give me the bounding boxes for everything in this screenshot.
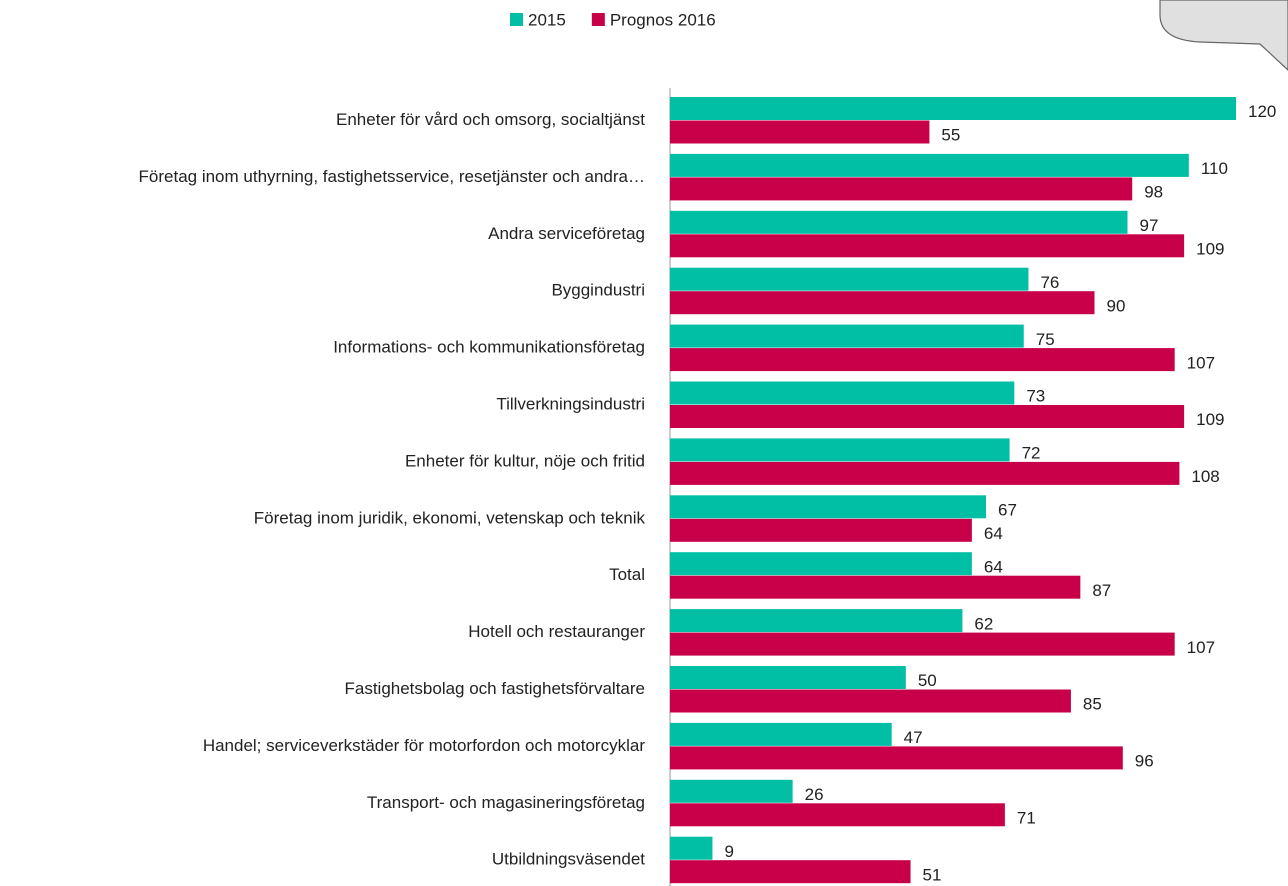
bar (670, 348, 1175, 372)
y-tick-label: Transport- och magasineringsföretag (367, 793, 645, 812)
bar (670, 746, 1123, 770)
y-tick-label: Företag inom juridik, ekonomi, vetenskap… (254, 508, 646, 527)
value-label: 71 (1017, 809, 1036, 828)
y-tick-label: Enheter för kultur, nöje och fritid (405, 451, 645, 470)
value-label: 67 (998, 501, 1017, 520)
value-label: 107 (1187, 353, 1215, 372)
value-label: 109 (1196, 240, 1224, 259)
value-label: 90 (1107, 296, 1126, 315)
y-tick-label: Andra serviceföretag (488, 224, 645, 243)
y-tick-label: Total (609, 565, 645, 584)
value-label: 51 (923, 865, 942, 884)
y-tick-label: Informations- och kommunikationsföretag (333, 338, 645, 357)
value-label: 97 (1140, 216, 1159, 235)
value-label: 120 (1248, 102, 1276, 121)
bar (670, 405, 1185, 428)
value-label: 62 (974, 614, 993, 633)
legend-label: 2015 (528, 10, 566, 29)
bar (670, 153, 1189, 177)
y-tick-label: Utbildningsväsendet (492, 850, 645, 869)
bar (670, 552, 972, 576)
value-label: 85 (1083, 695, 1102, 714)
y-tick-label: Hotell och restauranger (468, 622, 645, 641)
bar (670, 575, 1081, 599)
bar (670, 177, 1133, 201)
legend-swatch (510, 13, 523, 26)
bar (670, 779, 793, 803)
value-label: 55 (941, 126, 960, 145)
value-label: 107 (1187, 638, 1215, 657)
value-label: 96 (1135, 752, 1154, 771)
value-label: 26 (805, 785, 824, 804)
value-label: 108 (1191, 467, 1219, 486)
y-tick-label: Företag inom uthyrning, fastighetsservic… (139, 167, 645, 186)
bar (670, 722, 892, 746)
bar (670, 210, 1128, 234)
value-label: 72 (1022, 444, 1041, 463)
bar (670, 438, 1010, 462)
bar (670, 97, 1236, 120)
legend-swatch (591, 13, 605, 26)
value-label: 98 (1144, 183, 1163, 202)
value-label: 47 (904, 728, 923, 747)
callout-bubble (1159, 0, 1288, 71)
value-label: 75 (1036, 330, 1055, 349)
value-label: 64 (984, 557, 1003, 576)
value-label: 76 (1040, 273, 1059, 292)
bar (670, 836, 713, 860)
bar (670, 324, 1024, 348)
y-tick-label: Handel; serviceverkstäder för motorfordo… (203, 736, 646, 755)
legend-label: Prognos 2016 (610, 10, 716, 29)
bar (670, 632, 1175, 656)
bar (670, 291, 1095, 315)
value-label: 9 (724, 842, 733, 861)
y-tick-label: Enheter för vård och omsorg, socialtjäns… (336, 110, 645, 129)
bar (670, 609, 963, 633)
bar (670, 666, 906, 689)
y-tick-label: Tillverkningsindustri (496, 394, 645, 413)
value-label: 109 (1196, 410, 1224, 429)
value-label: 50 (918, 671, 937, 690)
y-tick-label: Byggindustri (551, 281, 645, 300)
bar (670, 461, 1180, 485)
value-label: 73 (1026, 387, 1045, 406)
bar (670, 860, 911, 884)
value-label: 110 (1201, 159, 1228, 178)
bar (670, 267, 1029, 291)
y-tick-label: Fastighetsbolag och fastighetsförvaltare (344, 679, 645, 698)
bar (670, 234, 1185, 258)
bar (670, 120, 930, 144)
bar (670, 495, 987, 519)
bar (670, 381, 1015, 405)
bar (670, 518, 972, 542)
value-label: 64 (984, 524, 1003, 543)
bar (670, 689, 1071, 713)
value-label: 87 (1092, 581, 1111, 600)
bar (670, 803, 1005, 827)
